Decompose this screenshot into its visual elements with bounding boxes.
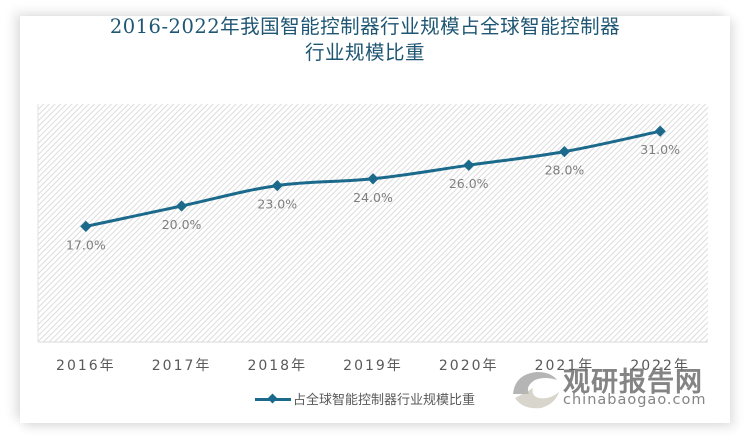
- legend: 占全球智能控制器行业规模比重: [255, 389, 475, 408]
- data-label: 28.0%: [545, 163, 585, 178]
- chart-title-line-2: 行业规模比重: [304, 41, 425, 64]
- data-label: 23.0%: [257, 197, 297, 212]
- x-axis-tick-label: 2022年: [630, 358, 690, 374]
- data-point-marker: [175, 200, 188, 212]
- data-label: 17.0%: [66, 237, 106, 252]
- x-axis-tick-label: 2020年: [439, 358, 499, 374]
- watermark-logo-icon: [513, 372, 559, 409]
- data-label: 26.0%: [449, 176, 489, 191]
- data-point-marker: [271, 179, 283, 192]
- data-label: 31.0%: [640, 142, 680, 157]
- data-labels: 17.0% 20.0% 23.0% 24.0% 26.0% 28.0% 31.0%: [66, 142, 680, 252]
- watermark: 观研报告网 chinabaogao.com: [505, 362, 707, 414]
- chart-title: 2016-2022年我国智能控制器行业规模占全球智能控制器 行业规模比重: [0, 14, 730, 66]
- data-label: 24.0%: [353, 190, 393, 205]
- legend-label: 占全球智能控制器行业规模比重: [293, 393, 476, 408]
- plot-area: [38, 104, 708, 342]
- x-axis-labels: 2016年 2017年 2018年 2019年 2020年 2021年 2022年: [56, 358, 690, 374]
- data-point-marker: [558, 145, 571, 158]
- legend-line-diamond-icon: [255, 392, 291, 406]
- data-point-marker: [367, 173, 379, 185]
- chart-title-line-1: 2016-2022年我国智能控制器行业规模占全球智能控制器: [109, 15, 621, 38]
- x-axis-tick-label: 2018年: [247, 358, 307, 374]
- data-point-marker: [463, 159, 475, 171]
- x-axis-tick-label: 2016年: [56, 358, 116, 374]
- x-axis-tick-label: 2019年: [343, 358, 403, 374]
- watermark-en: chinabaogao.com: [563, 392, 707, 408]
- watermark-cn: 观研报告网: [563, 367, 703, 398]
- x-axis-tick-label: 2017年: [152, 358, 212, 374]
- x-axis-tick-label: 2021年: [535, 358, 595, 374]
- data-label: 20.0%: [162, 217, 202, 232]
